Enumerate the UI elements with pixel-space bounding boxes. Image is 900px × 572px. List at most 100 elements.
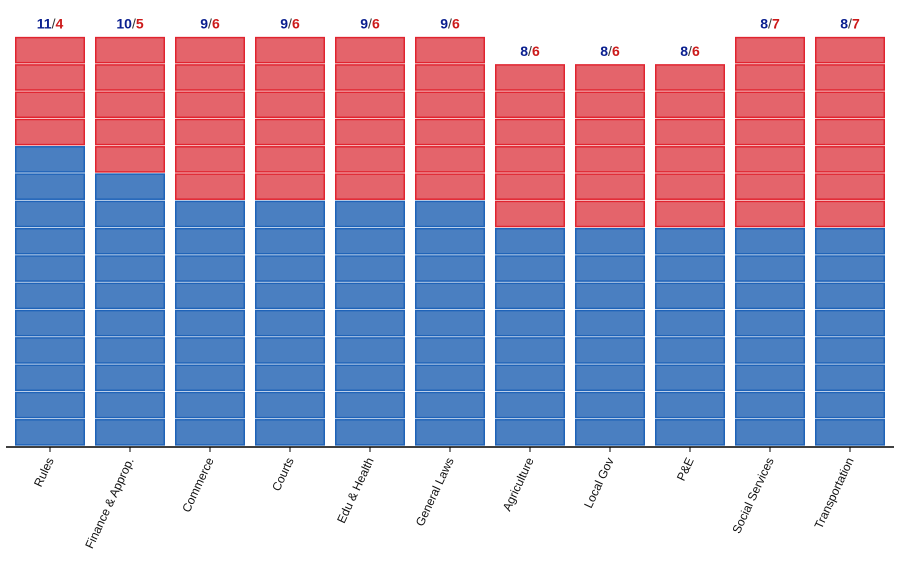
dem-count: 10 (116, 16, 132, 32)
dem-seat-unit (575, 419, 645, 446)
rep-seat-unit (255, 173, 325, 200)
dem-seat-unit (415, 309, 485, 337)
dem-seat-unit (575, 309, 645, 337)
dem-seat-unit (15, 391, 85, 419)
rep-seat-unit (335, 146, 405, 173)
dem-seat-unit (815, 309, 885, 337)
rep-seat-unit (655, 118, 725, 146)
rep-seat-unit (735, 118, 805, 146)
rep-seat-unit (655, 91, 725, 119)
dem-seat-unit (735, 282, 805, 310)
count-separator: / (528, 43, 532, 59)
rep-count: 7 (772, 16, 780, 32)
rep-seat-unit (175, 173, 245, 200)
dem-seat-unit (415, 391, 485, 419)
dem-seat-unit (575, 227, 645, 255)
bars-layer (15, 36, 885, 452)
dem-seat-unit (15, 309, 85, 337)
dem-seat-unit (255, 282, 325, 310)
dem-seat-unit (95, 419, 165, 446)
category-label: Transportation (812, 455, 857, 531)
dem-seat-unit (495, 255, 565, 282)
dem-seat-unit (735, 364, 805, 392)
rep-seat-unit (575, 146, 645, 173)
rep-seat-unit (255, 91, 325, 119)
rep-seat-unit (175, 36, 245, 64)
rep-seat-unit (815, 173, 885, 200)
dem-seat-unit (95, 255, 165, 282)
dem-seat-unit (95, 282, 165, 310)
dem-seat-unit (495, 227, 565, 255)
dem-seat-unit (415, 282, 485, 310)
rep-seat-unit (495, 118, 565, 146)
rep-seat-unit (15, 118, 85, 146)
rep-seat-unit (415, 173, 485, 200)
category-label: Rules (31, 455, 57, 489)
rep-count: 4 (55, 16, 63, 32)
dem-seat-unit (255, 391, 325, 419)
dem-seat-unit (335, 227, 405, 255)
rep-seat-unit (815, 64, 885, 91)
category-label: Commerce (179, 455, 217, 514)
seat-count-labels: 11/4 10/5 9/6 9/6 9/6 9/68/6 8/6 8/68/7 8/7 (37, 16, 860, 59)
dem-seat-unit (815, 419, 885, 446)
dem-seat-unit (15, 227, 85, 255)
category-label: P&E (674, 455, 697, 483)
dem-seat-unit (575, 364, 645, 392)
dem-seat-unit (655, 255, 725, 282)
dem-count: 8 (680, 43, 688, 59)
dem-count: 9 (360, 16, 368, 32)
dem-seat-unit (335, 419, 405, 446)
dem-seat-unit (95, 200, 165, 228)
category-label: Edu & Health (334, 455, 377, 525)
rep-seat-unit (735, 200, 805, 228)
dem-seat-unit (735, 391, 805, 419)
dem-seat-unit (175, 419, 245, 446)
rep-seat-unit (335, 36, 405, 64)
dem-seat-unit (95, 337, 165, 364)
dem-seat-unit (15, 146, 85, 173)
rep-count: 7 (852, 16, 860, 32)
dem-seat-unit (255, 255, 325, 282)
dem-seat-unit (655, 391, 725, 419)
dem-seat-unit (655, 309, 725, 337)
dem-seat-unit (415, 255, 485, 282)
rep-seat-unit (335, 118, 405, 146)
seat-count-label: 9/6 (280, 16, 300, 32)
rep-seat-unit (335, 91, 405, 119)
dem-count: 8 (520, 43, 528, 59)
dem-seat-unit (815, 391, 885, 419)
count-separator: / (608, 43, 612, 59)
dem-seat-unit (255, 200, 325, 228)
dem-seat-unit (255, 419, 325, 446)
dem-seat-unit (655, 282, 725, 310)
rep-seat-unit (415, 118, 485, 146)
seat-count-label: 8/7 (760, 16, 780, 32)
rep-seat-unit (735, 36, 805, 64)
dem-count: 8 (840, 16, 848, 32)
dem-seat-unit (655, 419, 725, 446)
dem-seat-unit (175, 255, 245, 282)
dem-seat-unit (495, 282, 565, 310)
rep-seat-unit (335, 173, 405, 200)
seat-count-label: 8/6 (520, 43, 540, 59)
dem-seat-unit (15, 337, 85, 364)
dem-seat-unit (495, 309, 565, 337)
rep-seat-unit (95, 36, 165, 64)
rep-seat-unit (495, 64, 565, 91)
category-label: Social Services (729, 455, 776, 535)
dem-seat-unit (335, 255, 405, 282)
dem-seat-unit (735, 227, 805, 255)
category-label: Local Gov (581, 455, 617, 510)
seat-count-label: 9/6 (360, 16, 380, 32)
dem-seat-unit (175, 337, 245, 364)
rep-seat-unit (735, 64, 805, 91)
dem-seat-unit (15, 255, 85, 282)
dem-seat-unit (255, 364, 325, 392)
rep-seat-unit (655, 146, 725, 173)
category-label: General Laws (413, 455, 457, 528)
rep-seat-unit (95, 118, 165, 146)
rep-seat-unit (255, 36, 325, 64)
dem-seat-unit (95, 309, 165, 337)
